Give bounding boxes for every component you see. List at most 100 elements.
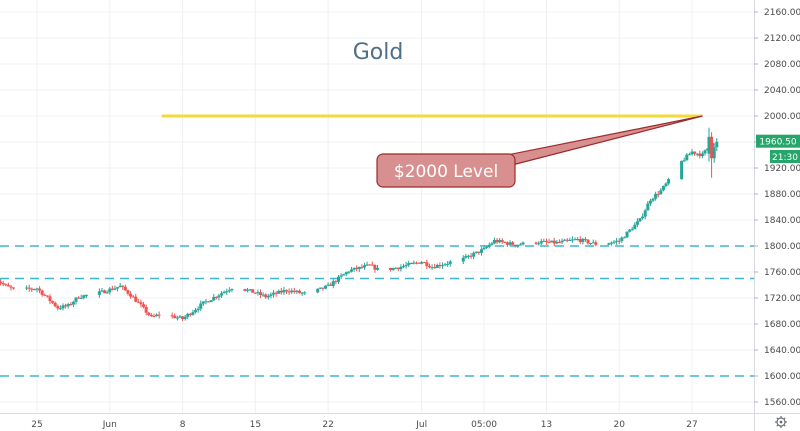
candle	[542, 238, 546, 242]
candle-body	[27, 287, 31, 289]
candle	[435, 263, 439, 269]
gear-tooth	[776, 424, 779, 427]
candle-body	[155, 314, 159, 317]
candle-body	[212, 296, 216, 301]
candle-body	[438, 264, 442, 267]
candle	[157, 311, 161, 319]
candle	[56, 304, 60, 311]
candle-body	[227, 290, 231, 292]
candle-body	[685, 154, 689, 161]
candle	[339, 273, 343, 280]
y-tick-label: 1920.00	[764, 164, 800, 174]
candle-body	[194, 310, 198, 313]
candle	[246, 287, 250, 293]
candle	[700, 151, 704, 159]
candle-body	[334, 281, 338, 283]
candle-body	[648, 200, 652, 204]
candle	[495, 238, 499, 245]
candle-body	[700, 153, 704, 157]
candle-body	[703, 150, 707, 154]
candle	[300, 292, 304, 296]
candle-body	[51, 301, 55, 303]
candle	[186, 312, 190, 320]
candle	[84, 294, 88, 299]
candle	[641, 213, 645, 220]
candle-body	[225, 291, 229, 293]
candle	[581, 237, 585, 245]
candle-body	[547, 241, 551, 243]
candle-body	[292, 290, 296, 292]
candle	[682, 157, 686, 162]
candle	[45, 295, 49, 298]
candles	[0, 127, 719, 322]
candle	[61, 303, 65, 311]
candle	[500, 238, 504, 244]
candle	[612, 239, 616, 245]
candle	[609, 241, 613, 246]
candle-body	[715, 141, 719, 148]
last-price-value: 1960.50	[759, 138, 796, 148]
candle	[142, 301, 146, 309]
candle	[77, 296, 81, 299]
candle	[537, 241, 541, 246]
candle-body	[542, 240, 546, 242]
candle	[256, 289, 260, 296]
candle	[607, 242, 611, 246]
candle	[505, 241, 509, 247]
candle	[9, 284, 13, 291]
candle-body	[149, 314, 153, 316]
candle	[573, 237, 577, 241]
candle-body	[633, 224, 637, 230]
candle	[565, 238, 569, 243]
candle	[586, 238, 590, 245]
candle-body	[622, 237, 626, 239]
candle-body	[630, 229, 634, 231]
candle-body	[375, 267, 379, 270]
candle-body	[136, 301, 140, 303]
candle-body	[407, 263, 411, 266]
candle	[272, 290, 276, 298]
candle-body	[118, 285, 122, 288]
candle-body	[589, 243, 593, 245]
candle	[646, 201, 650, 211]
candle	[48, 294, 52, 305]
candle	[715, 138, 719, 152]
candle-body	[495, 240, 499, 243]
last-price-time: 21:30	[772, 153, 798, 163]
callout-box	[376, 153, 516, 188]
candle	[472, 251, 476, 260]
candle-body	[337, 276, 341, 282]
candle-body	[186, 313, 190, 317]
candle-body	[97, 291, 101, 295]
candle-body	[469, 255, 473, 257]
candle	[563, 238, 567, 241]
gear-icon[interactable]	[775, 416, 787, 428]
x-axis: 25 Jun 8 15 22 Jul 05:00 13 20 27	[0, 413, 800, 430]
candle	[266, 294, 270, 300]
candle-body	[217, 295, 221, 298]
candle-body	[363, 265, 366, 268]
candle-body	[287, 291, 291, 293]
candle	[492, 237, 496, 245]
candle-body	[620, 237, 624, 241]
x-tick-label: 15	[250, 420, 261, 430]
candle	[430, 264, 434, 270]
y-tick-label: 1720.00	[764, 294, 800, 304]
candle-body	[360, 266, 364, 268]
candle	[253, 292, 257, 294]
candle	[707, 127, 711, 162]
candle-body	[427, 266, 431, 268]
candle	[479, 247, 483, 256]
candle-body	[617, 240, 621, 242]
candle	[66, 302, 70, 309]
y-tick-label: 1680.00	[764, 320, 800, 330]
candle-body	[134, 296, 138, 302]
candle	[503, 241, 507, 244]
candle-body	[40, 290, 44, 295]
candle-body	[560, 240, 564, 243]
candle	[274, 291, 278, 297]
candle	[446, 260, 450, 268]
candle	[490, 241, 494, 246]
